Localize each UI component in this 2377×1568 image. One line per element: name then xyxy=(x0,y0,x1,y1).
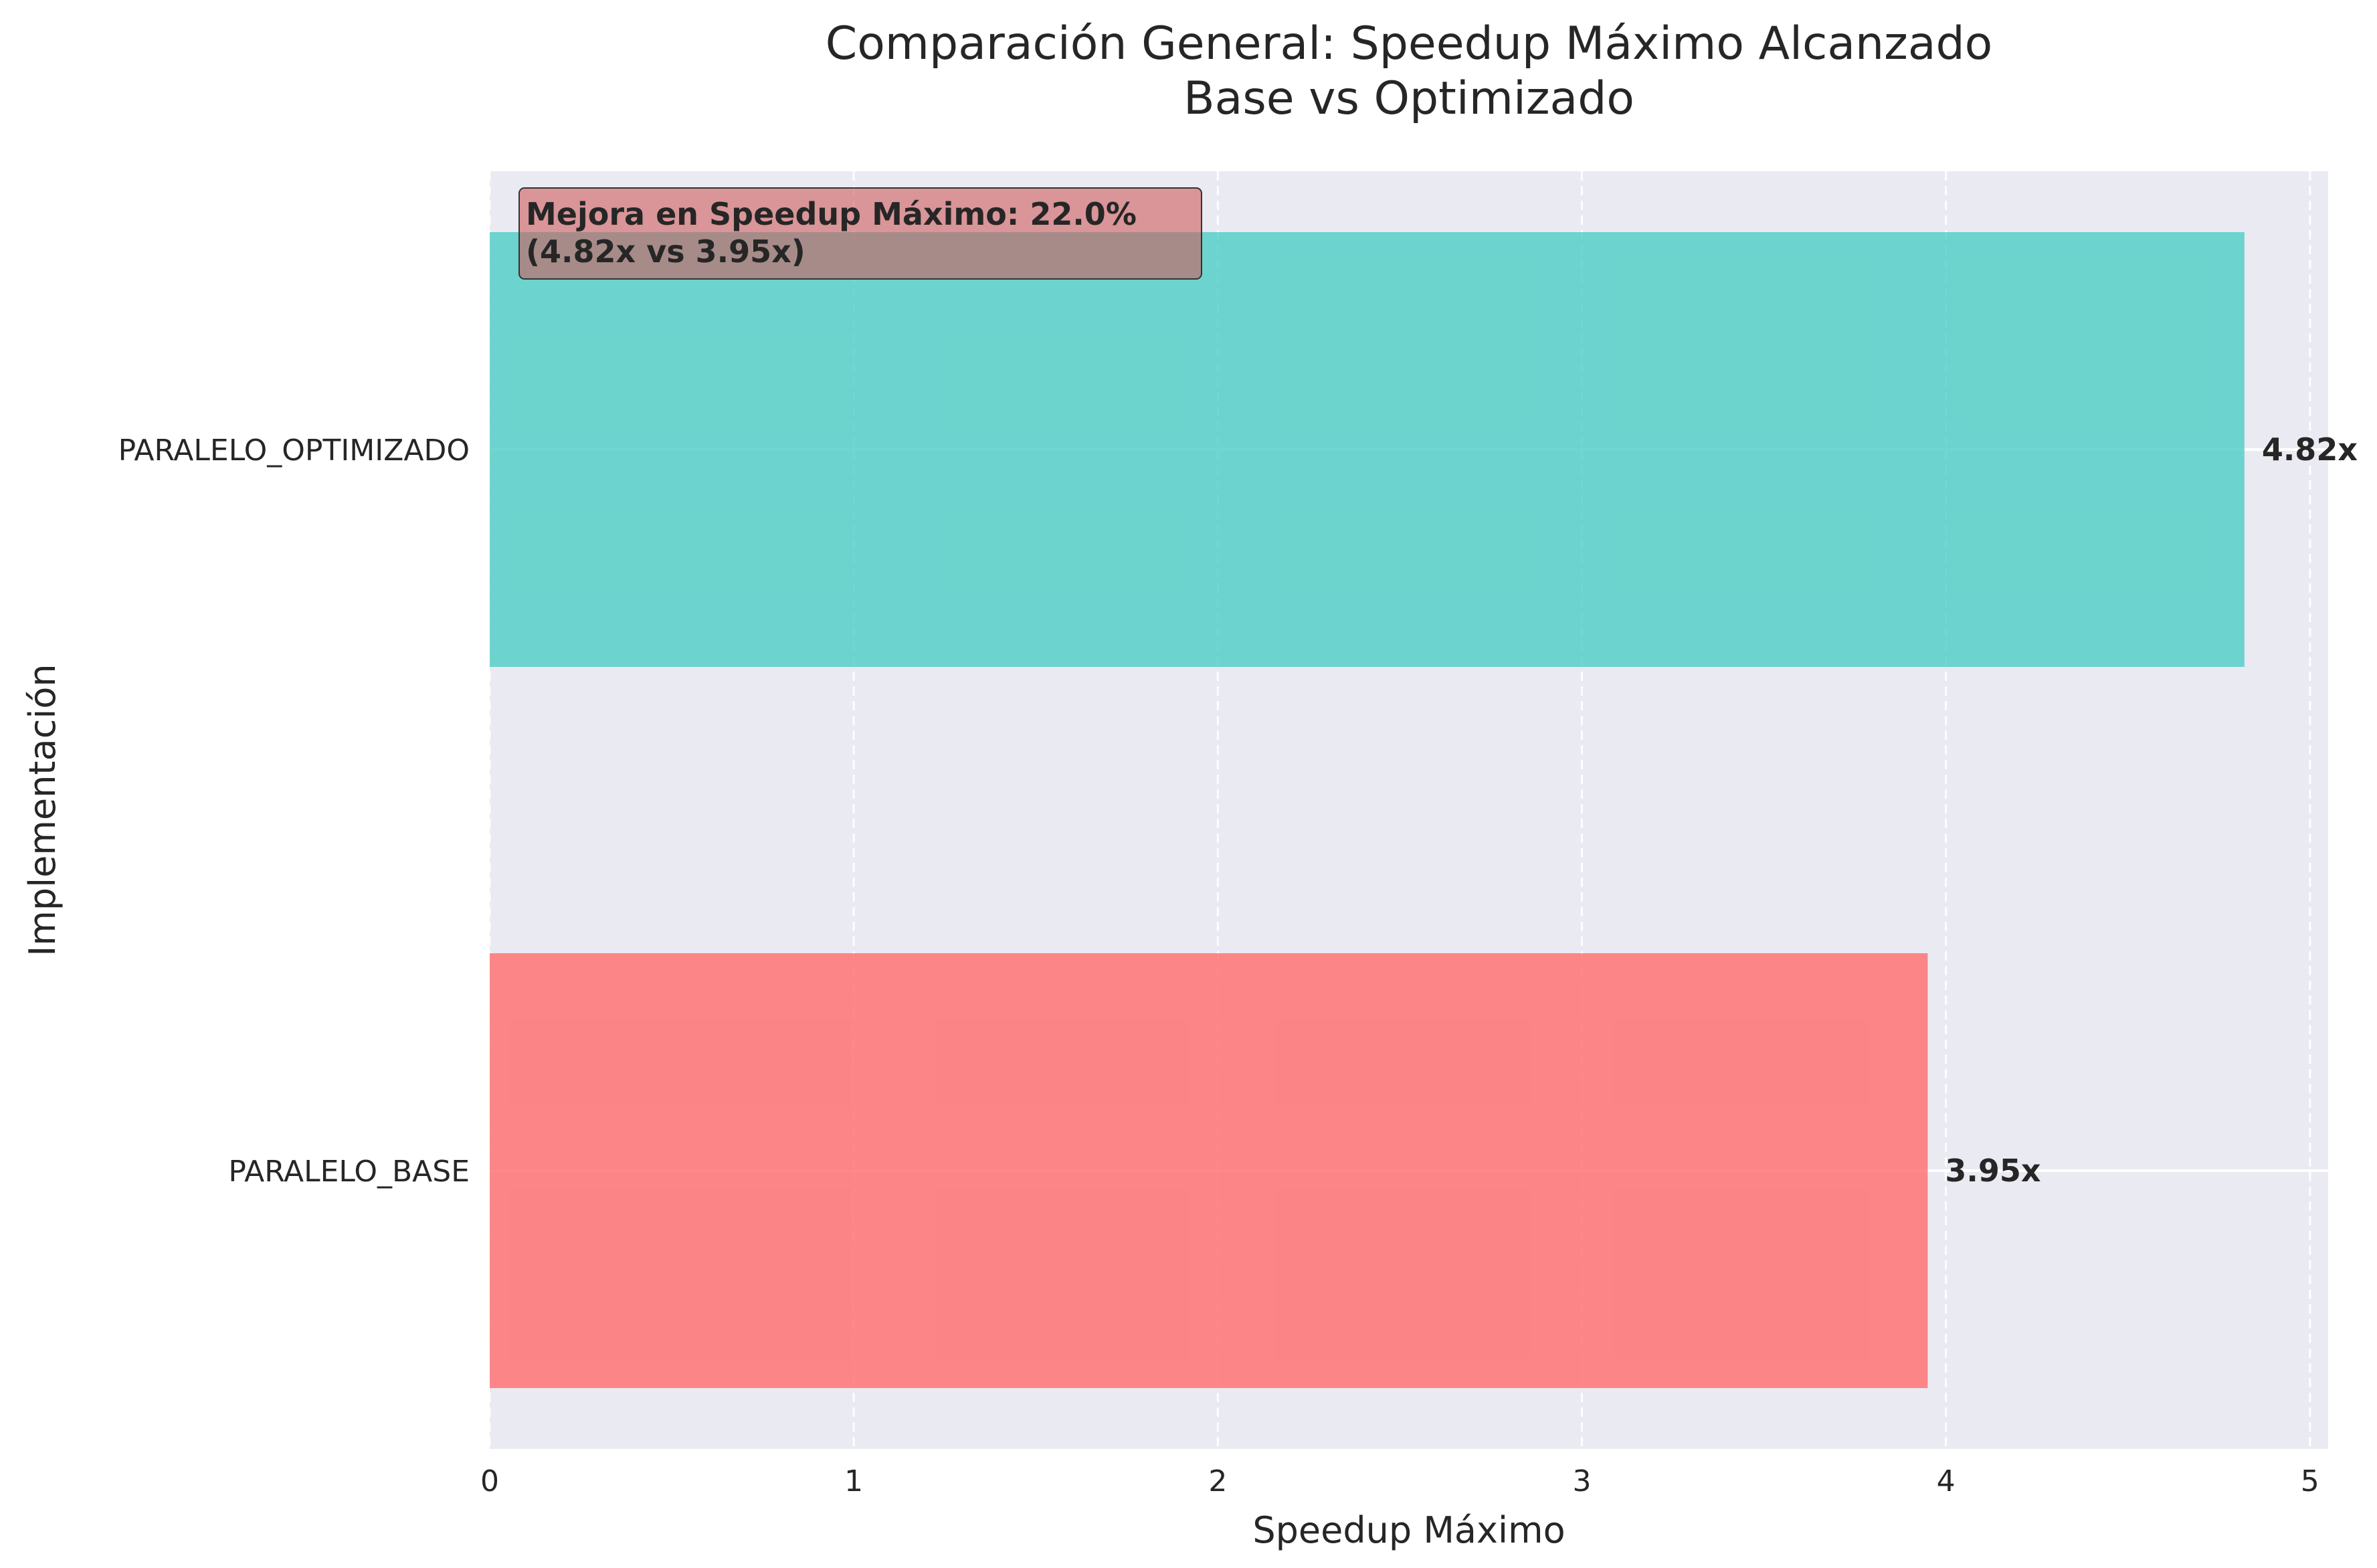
y-tick-label: PARALELO_OPTIMIZADO xyxy=(118,433,470,468)
x-tick-label: 2 xyxy=(1208,1464,1227,1498)
annotation-background xyxy=(518,187,1202,280)
y-tick-label: PARALELO_BASE xyxy=(228,1155,470,1189)
bars: 4.82x 3.95x xyxy=(490,232,2358,1388)
x-tick-label: 1 xyxy=(844,1464,863,1498)
chart-title-line-2: Base vs Optimizado xyxy=(1183,72,1634,125)
x-tick-label: 0 xyxy=(480,1464,499,1498)
x-tick-label: 5 xyxy=(2301,1464,2319,1498)
x-tick-label: 3 xyxy=(1572,1464,1591,1498)
value-label: 4.82x xyxy=(2262,431,2358,468)
bar-paralelo-optimizado xyxy=(490,232,2245,667)
chart-title-line-1: Comparación General: Speedup Máximo Alca… xyxy=(826,17,1993,70)
ticks: 0 1 2 3 4 5 PARALELO_OPTIMIZADO PARALELO_BASE xyxy=(118,433,2319,1498)
y-axis-label: Implementación xyxy=(21,664,64,956)
annotation-line-2: (4.82x vs 3.95x) xyxy=(526,233,805,270)
bar-paralelo-base xyxy=(490,953,1928,1388)
value-label: 3.95x xyxy=(1945,1153,2040,1189)
x-axis-label: Speedup Máximo xyxy=(1252,1509,1565,1551)
annotation-line-1: Mejora en Speedup Máximo: 22.0% xyxy=(526,196,1137,232)
x-tick-label: 4 xyxy=(1937,1464,1956,1498)
annotation-box: Mejora en Speedup Máximo: 22.0% (4.82x v… xyxy=(518,187,1202,280)
